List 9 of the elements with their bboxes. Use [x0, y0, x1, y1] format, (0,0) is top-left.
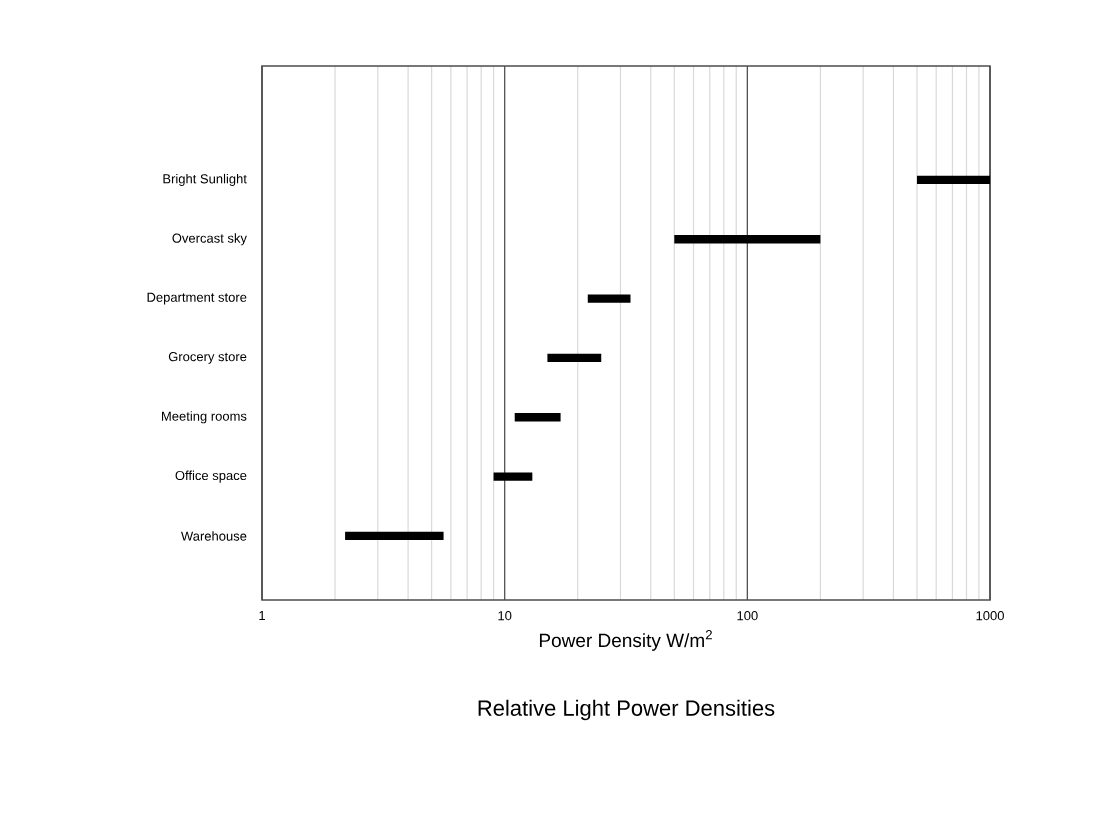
text: Relative Light Power Densities — [478, 699, 775, 721]
bar — [493, 472, 533, 481]
bar — [674, 235, 821, 244]
bar — [345, 531, 444, 541]
bar — [514, 413, 561, 422]
bar — [916, 175, 991, 185]
bar — [547, 353, 602, 363]
x-axis-title: Power Density W/m$^{2}$ — [539, 630, 712, 651]
bar — [587, 294, 631, 303]
